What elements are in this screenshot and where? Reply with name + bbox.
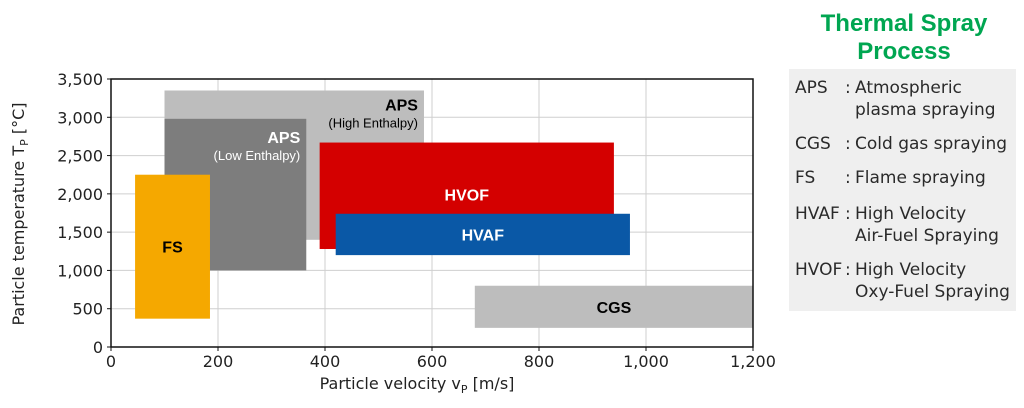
y-tick-label: 2,500 bbox=[57, 147, 103, 166]
legend-item-hvof: HVOF: High Velocity Oxy-Fuel Spraying bbox=[795, 259, 1010, 307]
x-tick-label: 800 bbox=[524, 352, 555, 371]
legend-item-fs: FS: Flame spraying bbox=[795, 167, 1010, 215]
region-hvaf bbox=[335, 213, 630, 256]
legend-item-aps: APS: Atmospheric plasma spraying bbox=[795, 77, 1010, 125]
legend-description: Flame spraying bbox=[855, 168, 986, 188]
x-axis-label: Particle velocity vP [m/s] bbox=[320, 374, 515, 396]
region-label: HVAF bbox=[462, 227, 505, 244]
legend-item-cgs: CGS: Cold gas spraying bbox=[795, 133, 1010, 181]
y-tick-label: 3,000 bbox=[57, 108, 103, 127]
y-tick-label: 500 bbox=[72, 300, 103, 319]
region-fs bbox=[135, 174, 210, 319]
y-tick-label: 3,500 bbox=[57, 70, 103, 89]
legend-abbr: HVAF bbox=[795, 204, 840, 224]
legend-description: Cold gas spraying bbox=[855, 134, 1008, 154]
y-tick-label: 1,000 bbox=[57, 261, 103, 280]
x-tick-label: 600 bbox=[417, 352, 448, 371]
legend-abbr: HVOF bbox=[795, 260, 843, 280]
legend-colon: : bbox=[845, 78, 851, 98]
legend-abbr: APS bbox=[795, 78, 828, 98]
x-tick-label: 1,000 bbox=[623, 352, 669, 371]
region-label: FS bbox=[162, 240, 183, 257]
process-regions: APS(High Enthalpy)APS(Low Enthalpy)HVOFH… bbox=[135, 90, 753, 328]
legend-description: High Velocity Oxy-Fuel Spraying bbox=[855, 260, 1010, 302]
x-tick-label: 200 bbox=[203, 352, 234, 371]
region-label: CGS bbox=[597, 300, 632, 317]
side-title: Thermal Spray Process bbox=[796, 10, 1012, 66]
legend-item-hvaf: HVAF: High Velocity Air-Fuel Spraying bbox=[795, 203, 1010, 251]
legend-box: APS: Atmospheric plasma spraying CGS: Cold … bbox=[789, 69, 1016, 311]
y-tick-label: 1,500 bbox=[57, 223, 103, 242]
region-sublabel: (High Enthalpy) bbox=[328, 115, 418, 130]
legend-colon: : bbox=[845, 260, 851, 280]
x-tick-label: 1,200 bbox=[730, 352, 776, 371]
legend-colon: : bbox=[845, 168, 851, 188]
y-tick-label: 2,000 bbox=[57, 185, 103, 204]
region-label: APS bbox=[267, 130, 300, 147]
region-cgs bbox=[474, 285, 753, 328]
legend-description: Atmospheric plasma spraying bbox=[855, 78, 996, 120]
legend-colon: : bbox=[845, 134, 851, 154]
region-sublabel: (Low Enthalpy) bbox=[214, 148, 301, 163]
side-title-text: Thermal Spray Process bbox=[820, 10, 988, 65]
legend-description: High Velocity Air-Fuel Spraying bbox=[855, 204, 999, 246]
legend-abbr: CGS bbox=[795, 134, 831, 154]
x-tick-label: 0 bbox=[106, 352, 116, 371]
x-tick-label: 400 bbox=[310, 352, 341, 371]
y-tick-label: 0 bbox=[93, 338, 103, 357]
legend-abbr: FS bbox=[795, 168, 816, 188]
region-label: HVOF bbox=[445, 188, 490, 205]
axis-ticks: 0 200 400 600 800 1,000 1,200 0 500 1,000 1,500 2,0… bbox=[57, 70, 776, 371]
legend-colon: : bbox=[845, 204, 851, 224]
y-axis-label: Particle temperature TP [°C] bbox=[9, 102, 31, 325]
region-label: APS bbox=[385, 97, 418, 114]
